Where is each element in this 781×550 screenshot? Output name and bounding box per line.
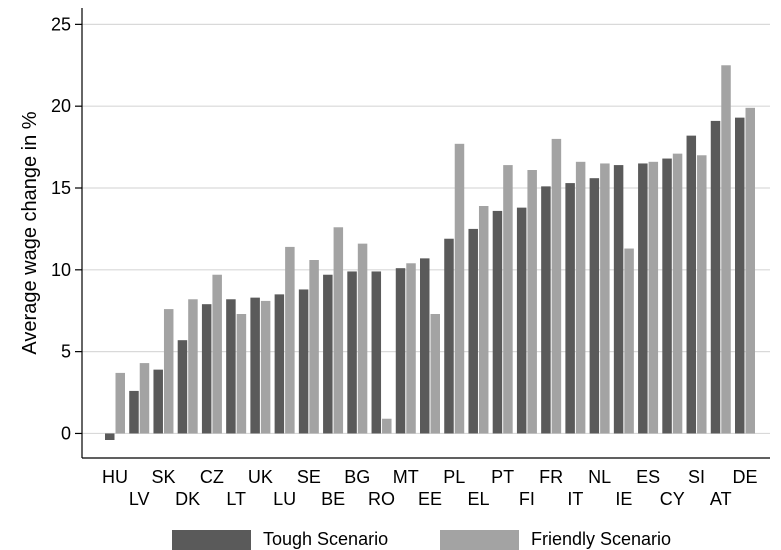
bar-tough-sk <box>153 369 163 434</box>
bar-friendly-be <box>333 227 344 434</box>
bar-tough-dk <box>177 340 188 434</box>
bar-tough-si <box>686 135 697 434</box>
bar-friendly-es <box>648 161 659 434</box>
bar-friendly-at <box>721 65 731 434</box>
x-tick-label: AT <box>710 489 732 509</box>
bar-friendly-ro <box>382 418 392 434</box>
axes <box>75 8 770 459</box>
x-tick-label: CZ <box>200 467 224 487</box>
bar-tough-de <box>735 117 745 434</box>
bar-friendly-cz <box>212 274 222 434</box>
bar-tough-hu <box>105 433 115 440</box>
x-tick-label: DE <box>732 467 757 487</box>
bar-tough-ie <box>613 165 624 434</box>
bar-friendly-el <box>478 206 489 434</box>
bar-friendly-it <box>575 161 586 434</box>
x-tick-label: FI <box>519 489 535 509</box>
bar-tough-cz <box>201 304 212 434</box>
bar-tough-pl <box>444 238 454 434</box>
x-tick-label: MT <box>393 467 419 487</box>
y-tick-label: 20 <box>51 96 71 116</box>
bar-friendly-de <box>745 107 755 434</box>
bar-tough-uk <box>250 297 260 434</box>
bar-friendly-pl <box>454 143 465 434</box>
x-tick-label: UK <box>248 467 273 487</box>
bar-friendly-sk <box>163 309 174 434</box>
bar-friendly-ee <box>430 314 440 434</box>
legend: Tough Scenario Friendly Scenario <box>172 529 671 550</box>
bar-tough-fr <box>541 186 551 434</box>
bar-tough-se <box>298 289 309 434</box>
bar-friendly-si <box>697 155 707 434</box>
x-tick-label: ES <box>636 467 660 487</box>
legend-label-friendly: Friendly Scenario <box>531 529 671 549</box>
x-tick-label: LU <box>273 489 296 509</box>
x-tick-label: RO <box>368 489 395 509</box>
bar-tough-lv <box>129 390 139 434</box>
bar-friendly-dk <box>188 299 198 434</box>
bar-friendly-lv <box>139 363 150 434</box>
y-tick-label: 25 <box>51 14 71 34</box>
x-tick-label: IE <box>615 489 632 509</box>
bar-tough-at <box>710 120 721 434</box>
bar-tough-pt <box>492 210 503 434</box>
x-tick-label: NL <box>588 467 611 487</box>
y-tick-labels: 0 5 10 15 20 25 <box>51 14 71 443</box>
bar-friendly-ie <box>624 248 634 434</box>
bar-friendly-lu <box>285 246 295 434</box>
bar-friendly-fr <box>551 138 562 434</box>
x-tick-label: SE <box>297 467 321 487</box>
x-tick-label: EL <box>467 489 489 509</box>
bar-tough-cy <box>662 158 672 434</box>
x-tick-label: HU <box>102 467 128 487</box>
y-tick-label: 5 <box>61 342 71 362</box>
bar-tough-it <box>565 183 575 434</box>
y-axis-title: Average wage change in % <box>19 111 41 354</box>
legend-label-tough: Tough Scenario <box>263 529 388 549</box>
x-tick-label: CY <box>660 489 685 509</box>
bar-friendly-nl <box>600 163 610 434</box>
bar-tough-lt <box>226 299 236 434</box>
bar-tough-es <box>638 163 648 434</box>
x-tick-label: SI <box>688 467 705 487</box>
legend-swatch-friendly <box>440 530 519 550</box>
x-tick-label: PL <box>443 467 465 487</box>
bars <box>105 65 755 440</box>
legend-swatch-tough <box>172 530 251 550</box>
bar-friendly-uk <box>260 300 271 434</box>
x-tick-label: LT <box>226 489 246 509</box>
x-tick-label: IT <box>567 489 583 509</box>
bar-tough-el <box>468 228 478 434</box>
bar-tough-fi <box>516 207 527 434</box>
x-tick-label: SK <box>151 467 175 487</box>
bar-tough-ro <box>371 271 382 434</box>
x-tick-label: PT <box>491 467 514 487</box>
y-tick-label: 0 <box>61 423 71 443</box>
bar-friendly-fi <box>527 170 537 434</box>
bar-friendly-mt <box>406 263 416 434</box>
y-tick-label: 10 <box>51 260 71 280</box>
x-tick-labels: HULVSKDKCZLTUKLUSEBEBGROMTEEPLELPTFIFRIT… <box>102 467 758 509</box>
bar-friendly-pt <box>503 165 513 434</box>
bar-friendly-lt <box>236 314 247 434</box>
bar-friendly-bg <box>357 243 368 434</box>
bar-tough-mt <box>395 268 406 434</box>
x-tick-label: EE <box>418 489 442 509</box>
x-tick-label: BE <box>321 489 345 509</box>
bar-tough-bg <box>347 271 357 434</box>
x-tick-label: BG <box>344 467 370 487</box>
x-tick-label: FR <box>539 467 563 487</box>
bar-tough-lu <box>274 294 285 434</box>
bar-tough-nl <box>589 178 600 434</box>
bar-tough-be <box>323 274 333 434</box>
bar-tough-ee <box>420 258 430 434</box>
x-tick-label: LV <box>129 489 150 509</box>
bar-friendly-cy <box>672 153 683 434</box>
y-tick-label: 15 <box>51 178 71 198</box>
bar-friendly-se <box>309 260 319 434</box>
bar-friendly-hu <box>115 372 125 434</box>
x-tick-label: DK <box>175 489 200 509</box>
